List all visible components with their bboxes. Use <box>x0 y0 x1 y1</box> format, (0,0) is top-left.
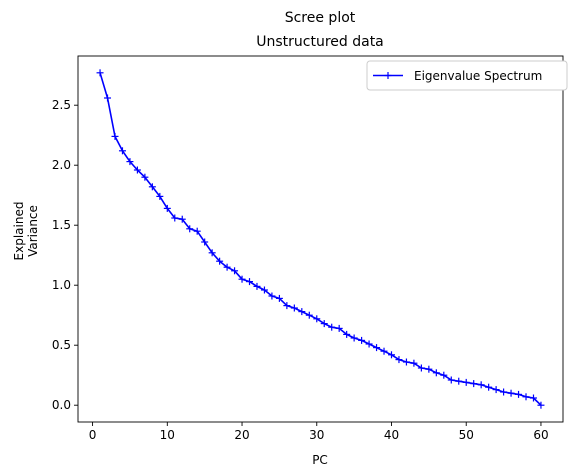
data-point-39 <box>380 347 388 355</box>
y-tick-label-1.5: 1.5 <box>52 218 71 232</box>
data-point-34 <box>343 330 351 338</box>
y-axis-label: Explained Variance <box>12 202 40 261</box>
data-point-20 <box>238 275 246 283</box>
data-point-47 <box>440 371 448 379</box>
data-point-28 <box>298 308 306 316</box>
data-point-52 <box>477 381 485 389</box>
data-point-60 <box>537 401 545 409</box>
data-point-40 <box>387 351 395 359</box>
series-line <box>99 72 542 406</box>
data-point-12 <box>178 215 186 223</box>
x-tick-label-60: 60 <box>533 428 548 442</box>
axes-frame <box>77 55 564 423</box>
data-point-43 <box>410 359 418 367</box>
data-point-22 <box>253 282 261 290</box>
data-point-44 <box>417 364 425 372</box>
data-point-30 <box>313 315 321 323</box>
data-point-57 <box>515 390 523 398</box>
data-point-45 <box>425 365 433 373</box>
y-tick-label-2: 2.0 <box>52 158 71 172</box>
legend-box <box>366 60 568 91</box>
x-tick-label-30: 30 <box>309 428 324 442</box>
data-point-37 <box>365 340 373 348</box>
data-point-11 <box>171 214 179 222</box>
data-point-25 <box>275 294 283 302</box>
y-tick-label-0.5: 0.5 <box>52 338 71 352</box>
data-point-54 <box>492 386 500 394</box>
data-point-38 <box>373 344 381 352</box>
data-point-42 <box>402 358 410 366</box>
data-point-1 <box>96 69 104 77</box>
data-point-21 <box>246 278 254 286</box>
data-point-29 <box>305 311 313 319</box>
data-point-15 <box>201 238 209 246</box>
data-point-41 <box>395 356 403 364</box>
legend-label: Eigenvalue Spectrum <box>414 69 542 83</box>
data-point-2 <box>104 94 112 102</box>
y-tick-label-1: 1.0 <box>52 278 71 292</box>
y-tick-label-0: 0.0 <box>52 398 71 412</box>
data-point-46 <box>432 369 440 377</box>
data-point-9 <box>156 192 164 200</box>
data-point-26 <box>283 302 291 310</box>
data-point-56 <box>507 389 515 397</box>
data-point-55 <box>500 388 508 396</box>
data-point-50 <box>462 378 470 386</box>
data-point-17 <box>216 257 224 265</box>
plot-area: 0 10 20 30 40 50 60 0.0 0.5 1.0 1.5 2.0 2.5 <box>52 55 564 442</box>
data-point-8 <box>148 183 156 191</box>
data-point-5 <box>126 158 134 166</box>
y-axis-label-line-2: Variance <box>26 205 40 257</box>
data-point-27 <box>290 304 298 312</box>
data-point-31 <box>320 320 328 328</box>
x-tick-label-20: 20 <box>234 428 249 442</box>
data-point-4 <box>118 147 126 155</box>
data-point-23 <box>260 286 268 294</box>
x-tick-label-50: 50 <box>459 428 474 442</box>
x-tick-label-10: 10 <box>160 428 175 442</box>
data-point-14 <box>193 227 201 235</box>
data-point-32 <box>328 323 336 331</box>
x-tick-label-0: 0 <box>89 428 97 442</box>
data-point-36 <box>358 336 366 344</box>
chart-title: Scree plot <box>285 10 356 26</box>
data-point-7 <box>141 173 149 181</box>
data-point-33 <box>335 324 343 332</box>
chart-subtitle: Unstructured data <box>256 34 384 50</box>
legend: Eigenvalue Spectrum <box>366 60 568 91</box>
data-point-59 <box>529 394 537 402</box>
data-point-16 <box>208 249 216 257</box>
y-axis-label-line-1: Explained <box>12 202 26 261</box>
data-point-53 <box>485 383 493 391</box>
x-axis-label: PC <box>312 453 328 467</box>
data-point-3 <box>111 132 119 140</box>
data-point-58 <box>522 393 530 401</box>
y-tick-label-2.5: 2.5 <box>52 98 71 112</box>
data-point-19 <box>231 267 239 275</box>
data-point-35 <box>350 334 358 342</box>
data-point-6 <box>133 166 141 174</box>
data-point-18 <box>223 263 231 271</box>
data-point-49 <box>455 377 463 385</box>
data-point-24 <box>268 292 276 300</box>
data-point-10 <box>163 204 171 212</box>
data-point-48 <box>447 376 455 384</box>
data-point-51 <box>470 380 478 388</box>
x-tick-label-40: 40 <box>384 428 399 442</box>
data-point-13 <box>186 225 194 233</box>
